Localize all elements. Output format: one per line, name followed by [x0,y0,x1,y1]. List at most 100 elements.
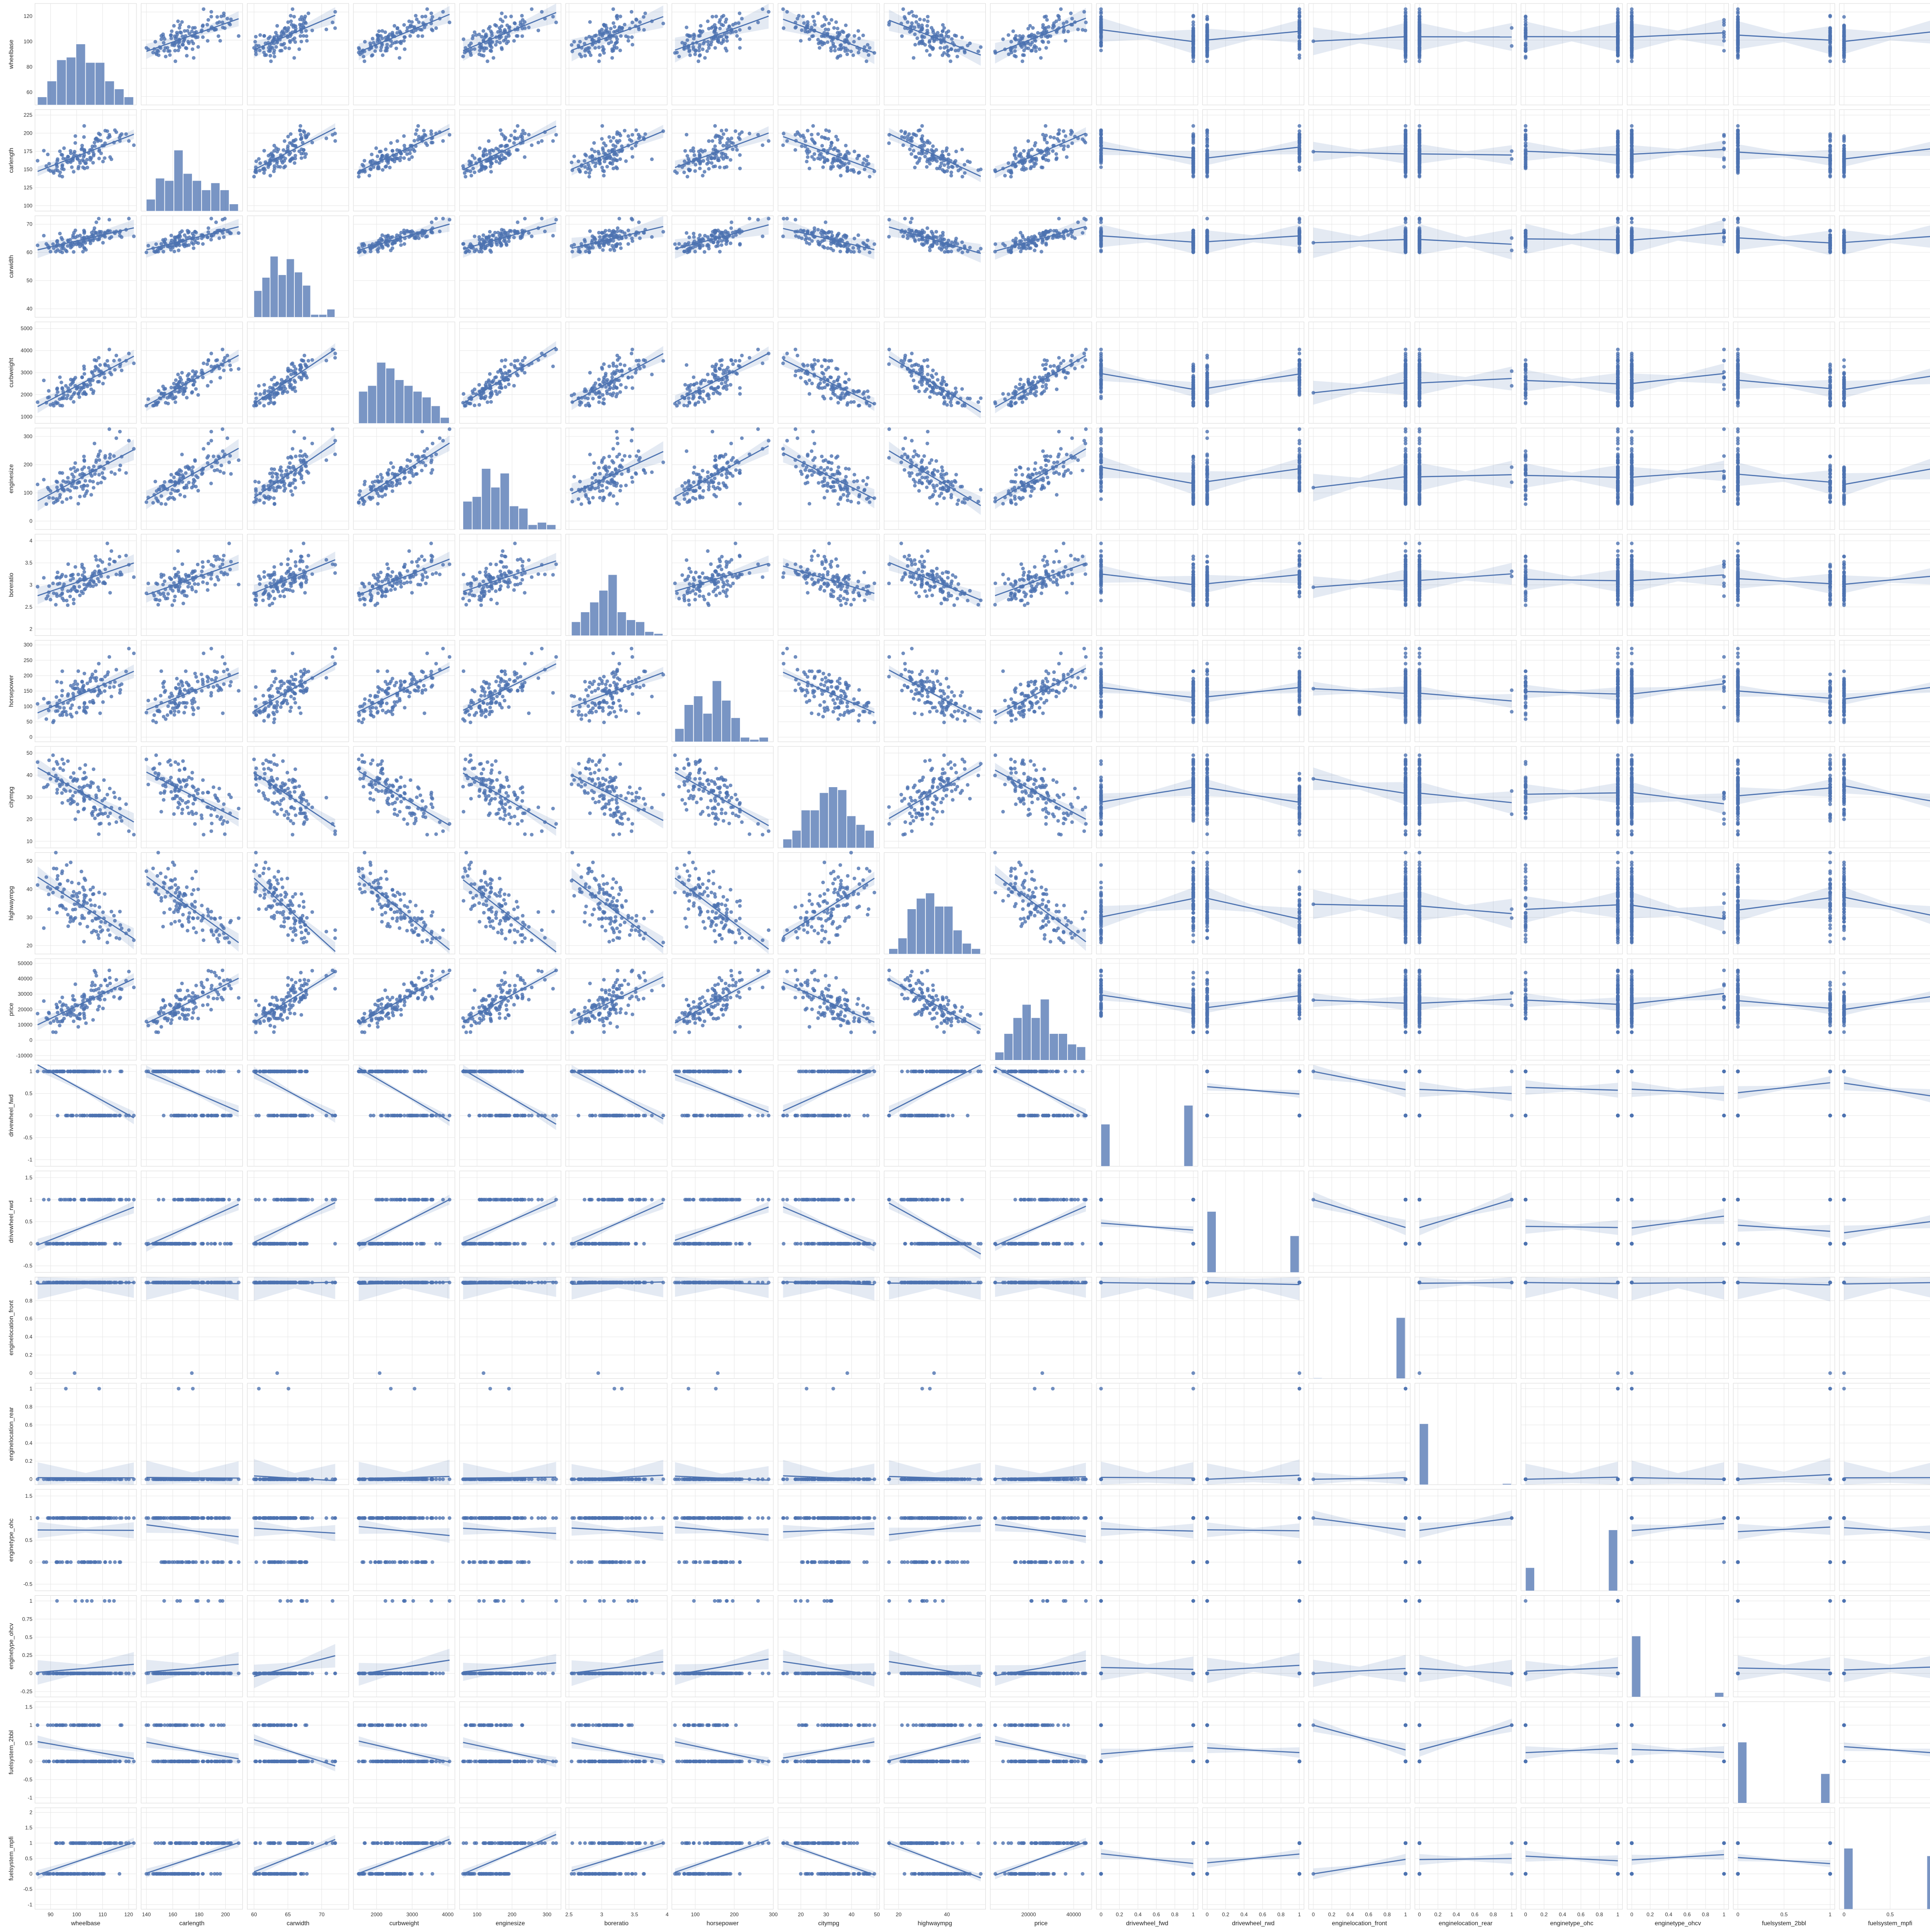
scatter-point [615,130,619,134]
scatter-point [1510,149,1513,153]
scatter-point [630,10,633,14]
scatter-point [261,167,265,171]
scatter-point [1404,10,1407,14]
scatter-point [1630,23,1633,26]
scatter-point [399,243,403,247]
scatter-point [816,38,820,42]
scatter-point [388,166,391,169]
scatter-point [1404,151,1407,155]
scatter-point [216,34,220,38]
scatter-point [276,147,280,151]
scatter-point [410,155,414,159]
scatter-point [913,133,916,136]
scatter-point [800,144,803,148]
scatter-point [391,246,394,250]
scatter-point [602,170,606,173]
scatter-point [698,54,701,57]
scatter-point [578,170,582,174]
scatter-point [827,137,830,140]
scatter-point [1404,163,1407,167]
scatter-point [627,134,630,138]
scatter-point [187,42,191,45]
scatter-point [707,139,711,143]
scatter-point [1828,163,1832,167]
scatter-point [513,22,517,25]
scatter-point [275,161,279,165]
scatter-point [127,139,131,143]
scatter-point [979,45,982,49]
scatter-point [1007,161,1010,165]
scatter-point [1417,167,1421,170]
scatter-point [612,30,616,34]
scatter-point [1722,165,1726,168]
scatter-point [484,34,487,38]
scatter-point [1404,159,1407,162]
scatter-point [1069,129,1073,133]
scatter-point [66,160,70,164]
scatter-point [913,32,917,36]
scatter-point [434,217,438,220]
scatter-point [488,151,492,155]
scatter-point [1022,53,1026,57]
scatter-point [441,139,445,143]
hist-bar [220,190,229,211]
scatter-point [688,49,691,53]
scatter-point [228,231,232,235]
scatter-point [1630,38,1633,41]
scatter-point [799,39,803,42]
scatter-point [956,55,959,58]
scatter-point [187,243,191,247]
subplot-wheelbase-vs-boreratio [566,3,667,105]
scatter-point [1417,30,1421,34]
scatter-point [145,251,148,254]
scatter-point [823,160,826,164]
scatter-point [154,242,158,246]
hist-bar [156,178,164,211]
scatter-point [711,15,714,18]
scatter-point [257,157,261,160]
subplot-wheelbase-vs-enginelocation_rear [1415,3,1516,105]
scatter-point [368,42,372,45]
scatter-point [222,235,226,239]
scatter-point [1082,10,1086,14]
scatter-point [484,149,487,152]
hist-bar [262,278,270,317]
subplot-wheelbase-vs-carwidth [247,3,349,105]
scatter-point [701,48,705,51]
scatter-point [613,25,616,28]
scatter-point [1099,141,1103,145]
scatter-point [607,149,611,153]
hist-bar [319,314,327,317]
scatter-point [1616,167,1619,170]
scatter-point [1630,52,1633,56]
scatter-point [756,21,760,24]
scatter-point [712,147,715,151]
hist-bar [147,199,155,211]
scatter-point [1404,46,1407,49]
scatter-point [598,53,602,57]
scatter-point [609,139,612,143]
scatter-point [673,51,677,55]
hist-bar [183,174,192,211]
scatter-point [58,171,62,174]
scatter-point [602,141,606,145]
scatter-point [1524,149,1527,152]
scatter-point [276,24,279,28]
scatter-point [686,175,689,178]
scatter-point [901,7,905,11]
scatter-point [810,155,813,158]
scatter-point [713,124,717,128]
scatter-point [196,45,200,49]
scatter-point [618,139,621,143]
scatter-point [733,129,737,133]
scatter-point [1736,18,1740,21]
scatter-point [380,234,384,237]
scatter-point [825,158,829,161]
y-tick-label: 40 [27,306,33,312]
scatter-point [947,153,950,156]
scatter-point [738,153,742,157]
scatter-point [597,152,600,155]
scatter-point [1404,30,1407,34]
scatter-point [572,40,576,43]
scatter-point [841,29,844,33]
